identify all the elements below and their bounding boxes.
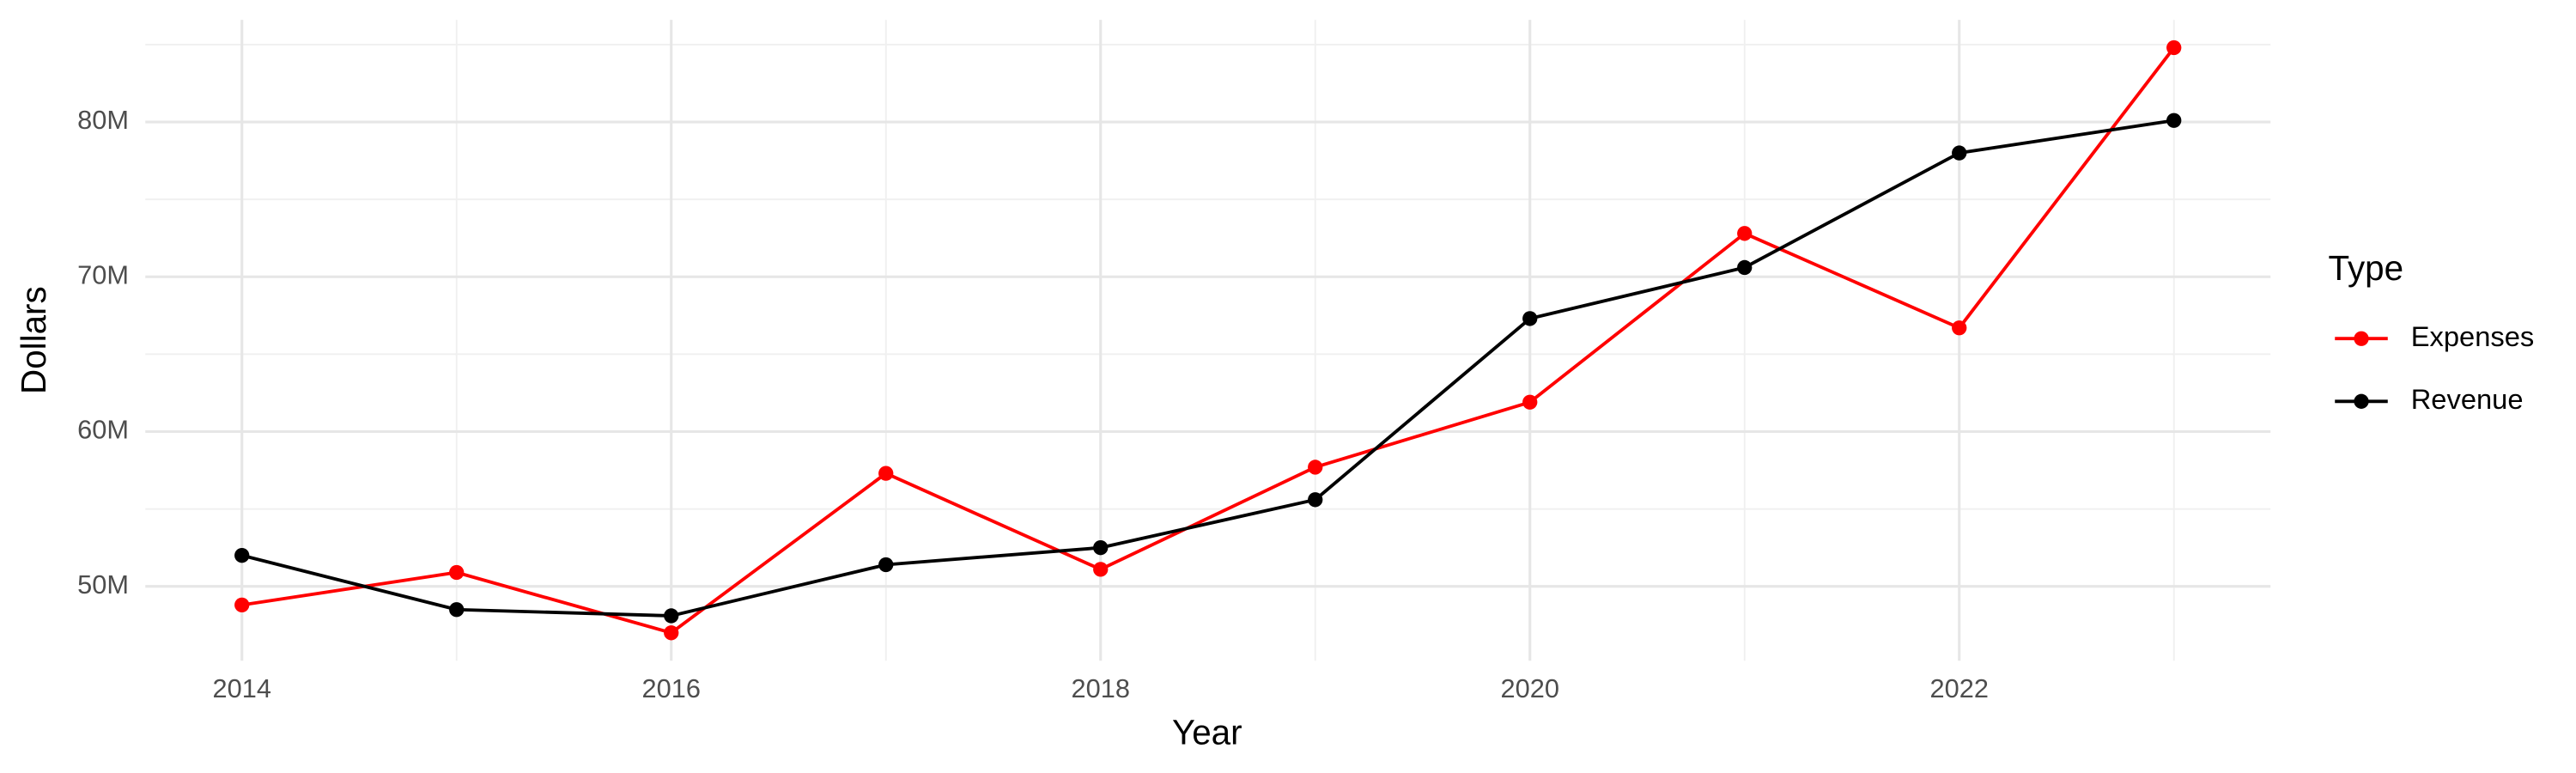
y-tick-label: 50M [77,569,129,600]
grid [145,20,2271,661]
legend-marker [2354,393,2369,409]
y-tick-label: 80M [77,105,129,135]
data-point [878,466,894,481]
x-tick-label: 2018 [1072,673,1130,703]
legend-marker [2354,331,2369,346]
series-line [241,46,2176,635]
data-point [1737,259,1753,276]
x-tick-label: 2020 [1501,673,1559,703]
series-line [241,119,2175,618]
data-point [2166,113,2182,128]
data-point [664,625,679,641]
y-axis-label: Dollars [14,286,53,394]
x-axis-label: Year [1172,712,1242,752]
data-point [1522,394,1538,410]
data-point [1093,562,1109,577]
legend-label: Expenses [2411,320,2535,352]
data-point [1308,460,1323,475]
x-tick-label: 2022 [1930,673,1989,703]
legend-title: Type [2329,248,2404,288]
x-tick-label: 2014 [213,673,271,703]
data-point [1952,320,1967,336]
data-point [1952,145,1967,161]
data-point [234,597,250,613]
data-point [664,608,679,624]
legend-label: Revenue [2411,383,2524,415]
data-point [449,602,465,618]
data-point [234,548,250,563]
y-tick-label: 60M [77,415,129,445]
data-point [878,557,894,573]
data-point [1522,311,1538,326]
data-point [1308,492,1323,508]
data-point [1737,226,1753,241]
data-point [449,564,465,581]
data-point [1093,540,1109,556]
x-tick-label: 2016 [642,673,701,703]
y-tick-label: 70M [77,259,129,289]
data-point [2166,40,2182,56]
